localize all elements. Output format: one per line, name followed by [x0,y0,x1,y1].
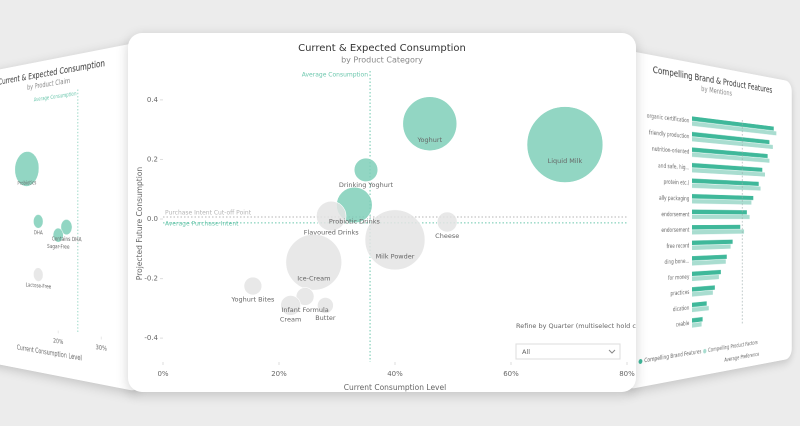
bubble [243,276,263,296]
bar [692,239,733,246]
legend-swatch [703,348,707,354]
y-tick-label: -0.2 [144,275,158,283]
right-panel: Compelling Brand & Product Features by Me… [625,50,792,390]
bar [692,244,731,251]
y-axis-label: Projected Future Consumption [135,167,144,281]
bar [692,214,750,220]
bubble-label: Cheese [435,232,459,240]
reference-label: Average Consumption [302,72,368,79]
x-tick-label: 30% [96,344,108,353]
x-tick-label: 20% [53,338,64,346]
y-tick-label: 0.2 [147,155,158,163]
y-tick-label: -0.4 [144,334,158,342]
reference-label: Average Purchase Intent [165,220,239,227]
bubble [15,150,39,186]
category-label: endorsement [661,212,689,218]
legend-label: Compelling Product Factors [708,340,758,354]
bubble [316,200,347,232]
category-label: friendly production [649,130,689,140]
bubble [526,106,604,183]
reference-label: Purchase Intent Cut-off Point [165,209,252,216]
x-axis-label: Current Consumption Level [17,344,82,363]
category-label: free record [666,243,689,250]
bar [692,209,747,215]
bar [692,259,726,266]
slicer-dropdown[interactable] [515,343,621,360]
chart-title: Current & Expected Consumption [298,43,466,54]
legend-swatch [638,358,643,365]
bar [692,322,702,328]
dropdown-chevron [608,349,616,354]
bubble [317,297,334,314]
category-label: dication [673,305,690,313]
bar [692,224,741,230]
bubble [436,211,458,233]
y-tick-label: 0.0 [147,215,158,223]
bubble-label: Probiotic Drinks [329,217,381,225]
chart: Current & Expected Consumption by Product… [135,43,636,392]
x-tick-label: 0% [157,370,168,378]
slicer-value: All [522,348,530,356]
bubble-label: Yoghurt [416,136,442,144]
bar [692,194,754,201]
reference-label: Average Preference [724,352,759,364]
x-tick-label: 80% [619,370,635,378]
bubble [33,215,43,229]
x-tick-label: 20% [271,370,287,378]
bubble [295,287,315,306]
bubble [364,209,426,271]
bubble-label: Contains DHA [52,236,82,244]
left-panel: Current & Expected Consumption by Product… [0,42,141,392]
x-tick-label: 60% [503,370,519,378]
bar [692,301,707,308]
bar [692,229,745,235]
chart-subtitle: by Mentions [701,84,732,98]
category-label: nutrition-oriented [652,146,689,155]
category-label: endorsement [661,228,689,235]
bar [692,199,752,205]
bubble [280,295,301,316]
bubble [402,96,458,152]
bubble [285,233,343,291]
bubble-label: Lactose-Free [26,282,51,291]
category-label: ding bone... [664,259,689,266]
bubble-label: Liquid Milk [548,157,583,165]
bubble [353,157,379,183]
category-label: protein etc.) [664,180,690,187]
x-axis-label: Current Consumption Level [344,383,446,392]
main-card: Current & Expected Consumption by Product… [128,33,636,392]
chart-subtitle: by Product Category [341,56,423,65]
reference-label: Average Consumption [34,91,77,104]
category-label: practices [670,290,689,298]
category-label: ally packaging [659,196,689,203]
bubble-label: Butter [315,314,336,322]
category-label: for money [668,274,690,282]
bubble-label: Sugar-Free [47,244,70,252]
bubble-label: Probiotics [17,180,36,187]
category-label: ceable [676,321,690,329]
category-label: organic certification [647,113,690,124]
x-tick-label: 40% [387,370,403,378]
legend-label: Compelling Brand Features [644,349,701,365]
category-label: and safe, hig... [658,163,690,171]
slicer-title: Refine by Quarter (multiselect hold ctrl… [516,322,636,330]
bubble-label: Flavoured Drinks [304,228,360,236]
bubble-label: DHA [34,230,43,237]
bubble [33,267,43,281]
bubble-label: Yoghurt Bites [230,295,275,303]
bubble-label: Milk Powder [376,252,415,260]
bar [692,317,703,323]
bubble-label: Drinking Yoghurt [339,181,394,189]
bar [692,116,774,131]
bubble-label: Infant Formula [281,306,328,314]
y-tick-label: 0.4 [147,96,159,104]
bubble-label: Cream [280,315,301,323]
bubble-label: Ice-Cream [297,275,330,283]
